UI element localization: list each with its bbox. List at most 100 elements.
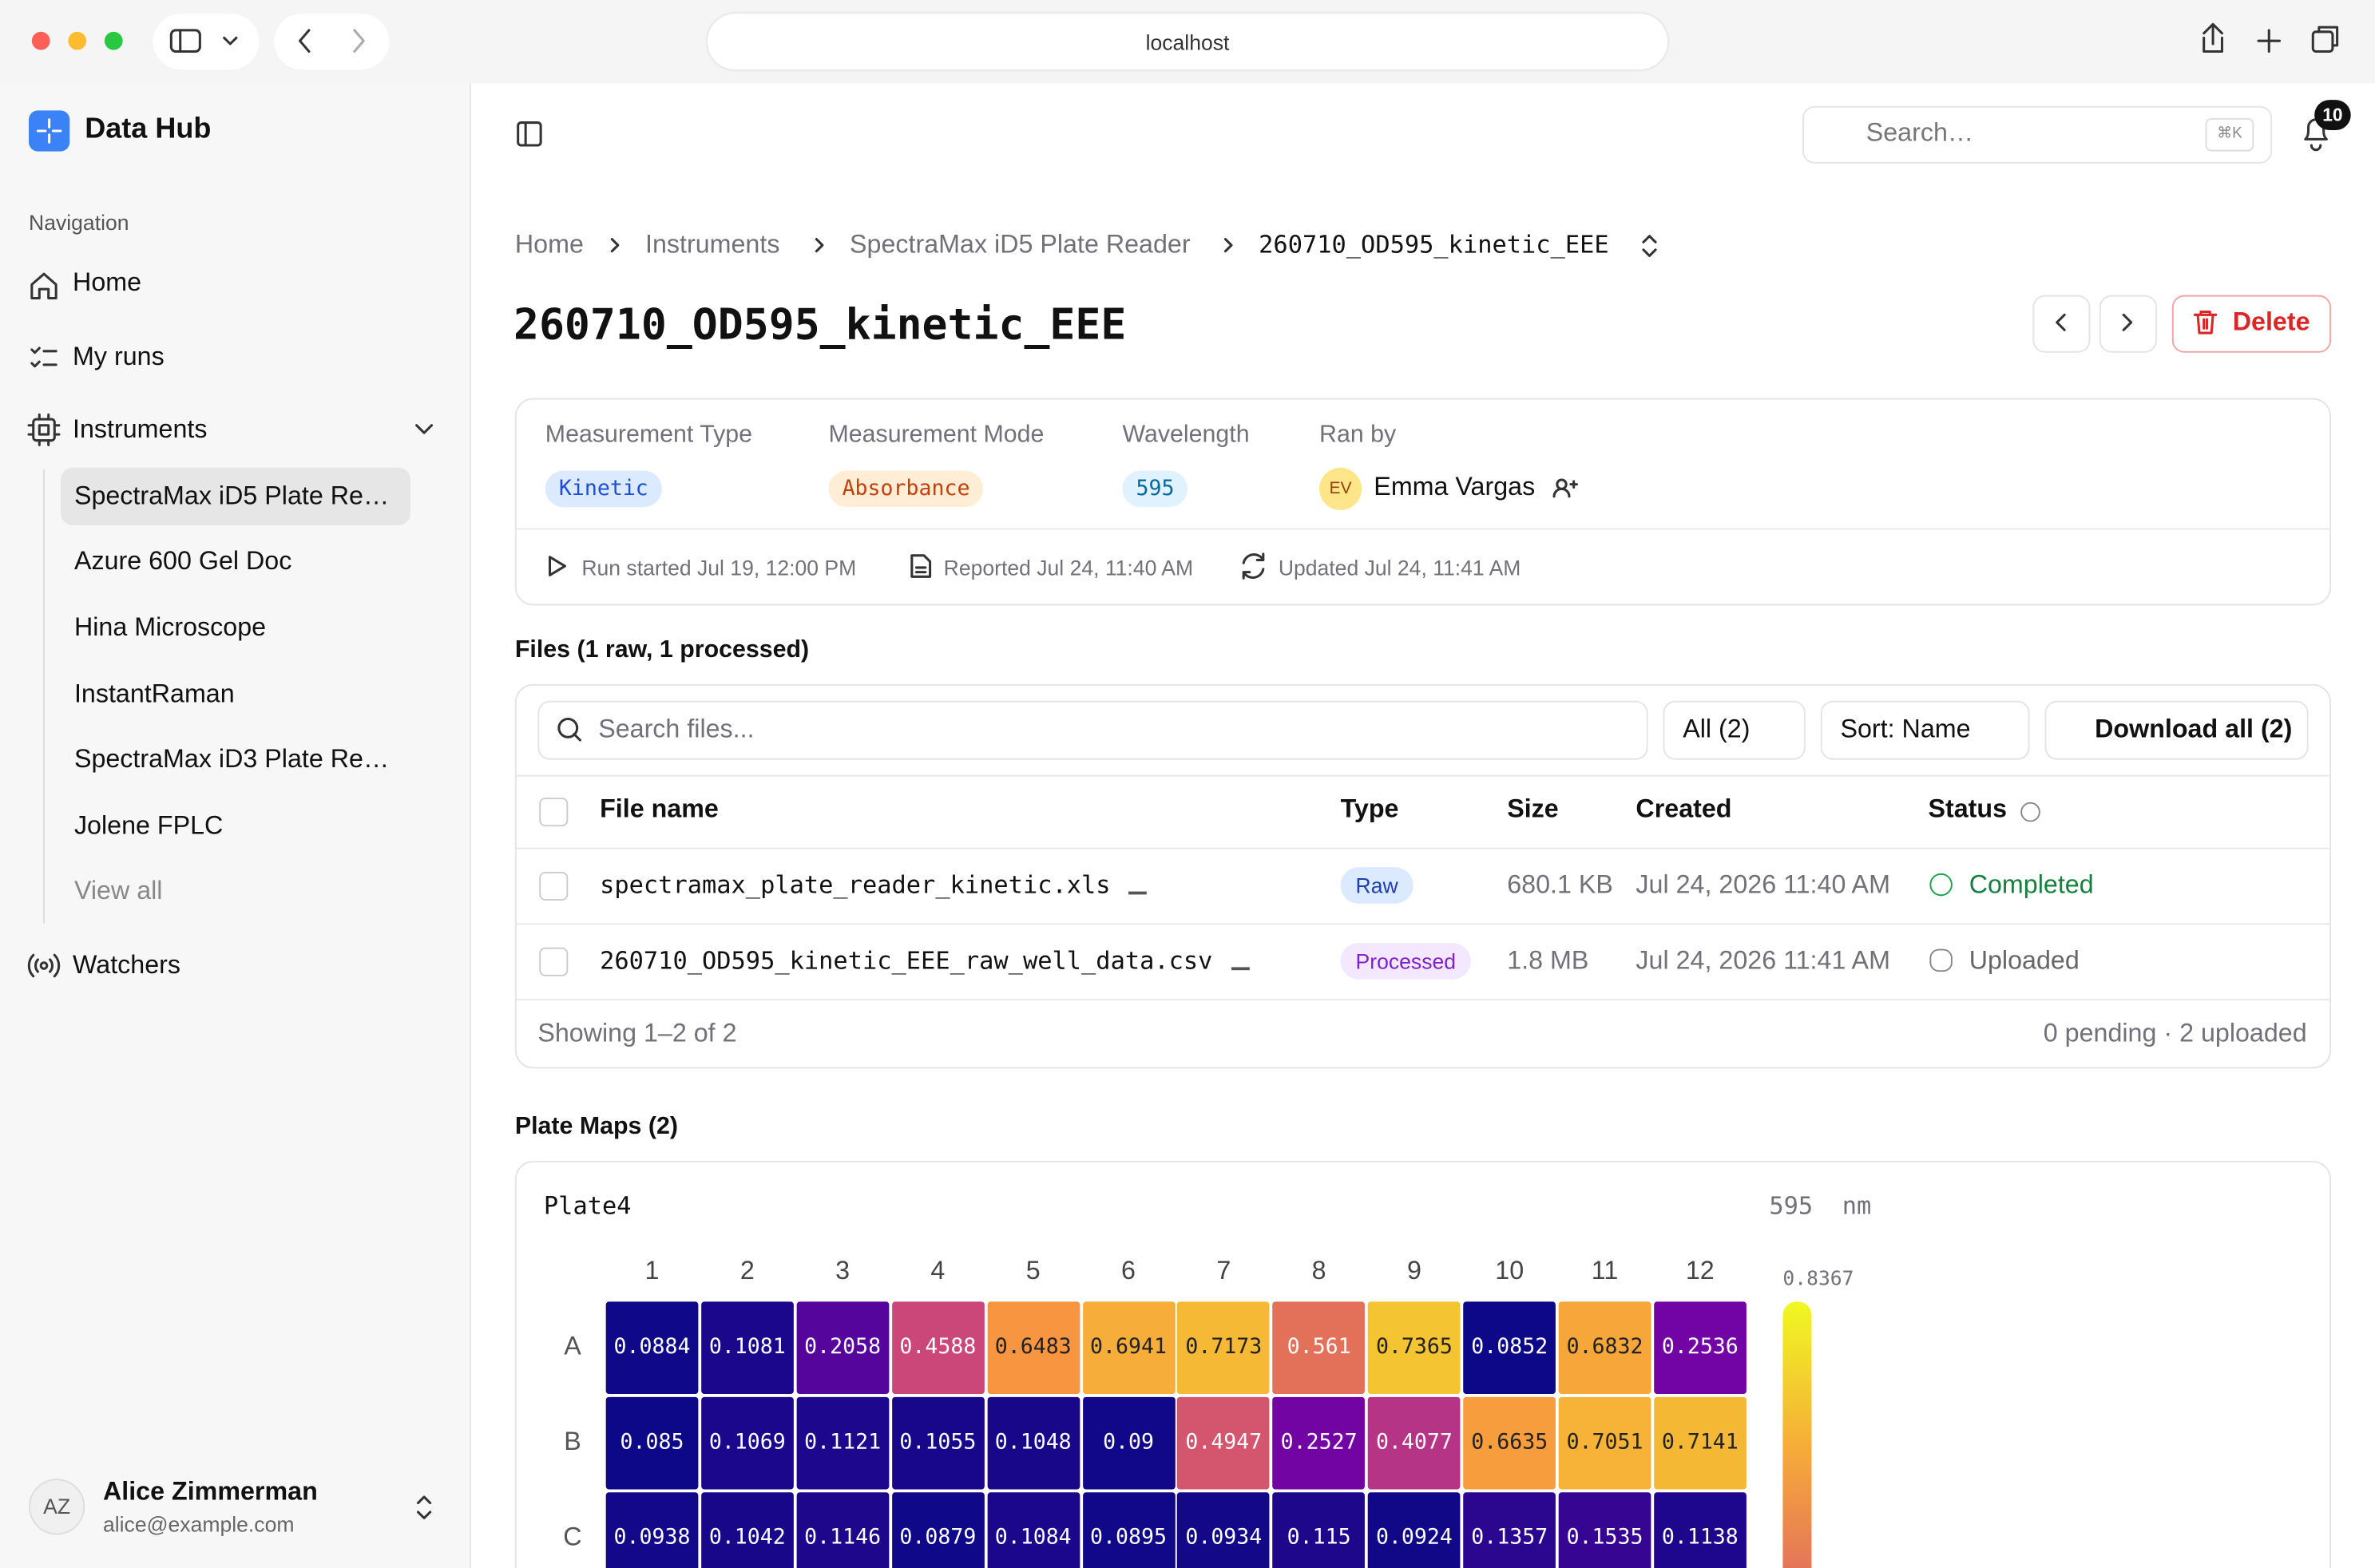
- badge: Absorbance: [828, 470, 984, 508]
- plate-well[interactable]: 0.1084: [986, 1492, 1080, 1568]
- plate-well[interactable]: 0.4588: [891, 1301, 985, 1395]
- column-header: Size: [1507, 794, 1559, 824]
- history-buttons[interactable]: [274, 14, 390, 70]
- plate-well[interactable]: 0.1121: [796, 1396, 889, 1490]
- plate-well[interactable]: 0.7173: [1177, 1301, 1271, 1395]
- nav-subitem[interactable]: InstantRaman: [73, 679, 235, 709]
- download-all-button[interactable]: [2044, 700, 2309, 760]
- url-bar[interactable]: [707, 14, 1668, 70]
- breadcrumb-item[interactable]: Home: [514, 230, 584, 259]
- nav-subitem[interactable]: Jolene FPLC: [73, 811, 224, 841]
- icon-part: [27, 272, 434, 1520]
- breadcrumb-separators: [610, 235, 1657, 257]
- sort-label: Sort: Name: [1840, 714, 1971, 743]
- plate-well[interactable]: 0.1535: [1558, 1492, 1651, 1568]
- breadcrumb-item[interactable]: Instruments: [644, 230, 780, 259]
- plate-well[interactable]: 0.1048: [986, 1396, 1080, 1490]
- plate-well[interactable]: 0.4077: [1368, 1396, 1461, 1490]
- checkbox[interactable]: [539, 947, 569, 976]
- plate-well[interactable]: 0.7141: [1653, 1396, 1747, 1490]
- nav-subitem[interactable]: Hina Microscope: [73, 612, 267, 642]
- plate-well[interactable]: 0.0938: [605, 1492, 699, 1568]
- plate-well[interactable]: 0.6483: [986, 1301, 1080, 1395]
- nav-item[interactable]: My runs: [73, 342, 165, 371]
- plate-well[interactable]: 0.6941: [1082, 1301, 1175, 1395]
- icon-part: [353, 29, 365, 53]
- plate-well[interactable]: 0.0852: [1463, 1301, 1556, 1395]
- column-label: 2: [739, 1256, 755, 1285]
- checkbox[interactable]: [539, 871, 569, 901]
- plate-well[interactable]: 0.0924: [1368, 1492, 1461, 1568]
- nav-subitem[interactable]: Azure 600 Gel Doc: [73, 546, 292, 576]
- color-scale: [1782, 1301, 1812, 1568]
- plate-well[interactable]: 0.1357: [1463, 1492, 1556, 1568]
- checkbox[interactable]: [539, 798, 569, 827]
- plate-well[interactable]: 0.7051: [1558, 1396, 1651, 1490]
- nav-subitem[interactable]: View all: [73, 876, 163, 905]
- plate-well[interactable]: 0.1055: [891, 1396, 985, 1490]
- plate-well[interactable]: 0.0934: [1177, 1492, 1271, 1568]
- plate-well[interactable]: 0.1042: [700, 1492, 794, 1568]
- plate-well[interactable]: 0.1146: [796, 1492, 889, 1568]
- plate-well[interactable]: 0.0879: [891, 1492, 985, 1568]
- column-label: 10: [1495, 1256, 1525, 1285]
- plate-well[interactable]: 0.1081: [700, 1301, 794, 1395]
- plate-well[interactable]: 0.561: [1272, 1301, 1366, 1395]
- download-all-label: Download all (2): [2095, 714, 2293, 743]
- plate-well[interactable]: 0.1069: [700, 1396, 794, 1490]
- prev-button[interactable]: [2032, 295, 2091, 353]
- nav-icons: [27, 272, 434, 1520]
- column-label: 1: [644, 1256, 660, 1285]
- plate-well[interactable]: 0.085: [605, 1396, 699, 1490]
- icon-part: [2193, 311, 2218, 335]
- plate-unit: 595 nm: [1769, 1190, 1872, 1221]
- plate-well[interactable]: 0.2536: [1653, 1301, 1747, 1395]
- icon-part: [610, 235, 1657, 257]
- plate-well[interactable]: 0.2527: [1272, 1396, 1366, 1490]
- sort-select[interactable]: [1820, 700, 2030, 760]
- close-button[interactable]: [31, 31, 50, 50]
- filter-select[interactable]: [1663, 700, 1806, 760]
- download-icon[interactable]: [1128, 873, 1147, 895]
- download-icon[interactable]: [1231, 949, 1250, 971]
- plate-well[interactable]: 0.0895: [1082, 1492, 1175, 1568]
- file-name[interactable]: 260710_OD595_kinetic_EEE_raw_well_data.c…: [600, 945, 1213, 975]
- plate-well[interactable]: 0.09: [1082, 1396, 1175, 1490]
- minimize-button[interactable]: [68, 31, 87, 50]
- row-divider: [516, 774, 2330, 777]
- timestamp: Run started Jul 19, 12:00 PM: [581, 555, 857, 580]
- field-label: Wavelength: [1122, 422, 1250, 449]
- nav-subitem[interactable]: SpectraMax iD3 Plate Re…: [73, 744, 390, 774]
- app-name: Data Hub: [85, 113, 212, 145]
- plate-well[interactable]: 0.6832: [1558, 1301, 1651, 1395]
- divider: [516, 528, 2330, 530]
- column-header: Type: [1340, 794, 1399, 824]
- search-placeholder: Search…: [1866, 117, 1974, 147]
- plate-well[interactable]: 0.6635: [1463, 1396, 1556, 1490]
- field-label: Ran by: [1319, 422, 1397, 449]
- file-search[interactable]: [537, 700, 1648, 760]
- nav-item[interactable]: Watchers: [73, 950, 181, 980]
- icon-part: [2193, 311, 2218, 335]
- zoom-button[interactable]: [104, 31, 123, 50]
- sidebar-toggle[interactable]: [153, 14, 260, 70]
- plate-well[interactable]: 0.1138: [1653, 1492, 1747, 1568]
- nav-item[interactable]: Instruments: [73, 414, 208, 444]
- plate-well[interactable]: 0.4947: [1177, 1396, 1271, 1490]
- plate-well[interactable]: 0.115: [1272, 1492, 1366, 1568]
- plate-well[interactable]: 0.2058: [796, 1301, 889, 1395]
- section-heading: Plate Maps (2): [514, 1114, 678, 1140]
- plate-well[interactable]: 0.7365: [1368, 1301, 1461, 1395]
- icon-part: [223, 36, 238, 46]
- user-avatar[interactable]: AZ: [29, 1479, 85, 1535]
- nav-item[interactable]: Home: [73, 267, 142, 297]
- file-name[interactable]: spectramax_plate_reader_kinetic.xls: [600, 870, 1111, 900]
- field-label: Measurement Mode: [828, 422, 1045, 449]
- search-box[interactable]: [1802, 105, 2273, 164]
- column-label: 6: [1121, 1256, 1136, 1285]
- plate-well[interactable]: 0.0884: [605, 1301, 699, 1395]
- breadcrumb-item[interactable]: SpectraMax iD5 Plate Reader: [850, 230, 1191, 259]
- nav-subitem[interactable]: SpectraMax iD5 Plate Re…: [73, 481, 390, 510]
